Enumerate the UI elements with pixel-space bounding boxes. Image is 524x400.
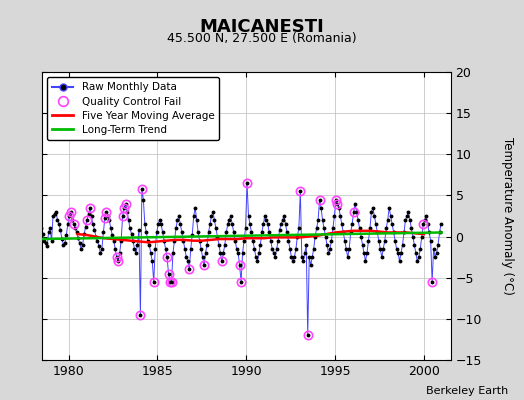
Text: 45.500 N, 27.500 E (Romania): 45.500 N, 27.500 E (Romania) <box>167 32 357 45</box>
Text: Berkeley Earth: Berkeley Earth <box>426 386 508 396</box>
Legend: Raw Monthly Data, Quality Control Fail, Five Year Moving Average, Long-Term Tren: Raw Monthly Data, Quality Control Fail, … <box>47 77 220 140</box>
Y-axis label: Temperature Anomaly (°C): Temperature Anomaly (°C) <box>501 137 515 295</box>
Text: MAICANESTI: MAICANESTI <box>200 18 324 36</box>
